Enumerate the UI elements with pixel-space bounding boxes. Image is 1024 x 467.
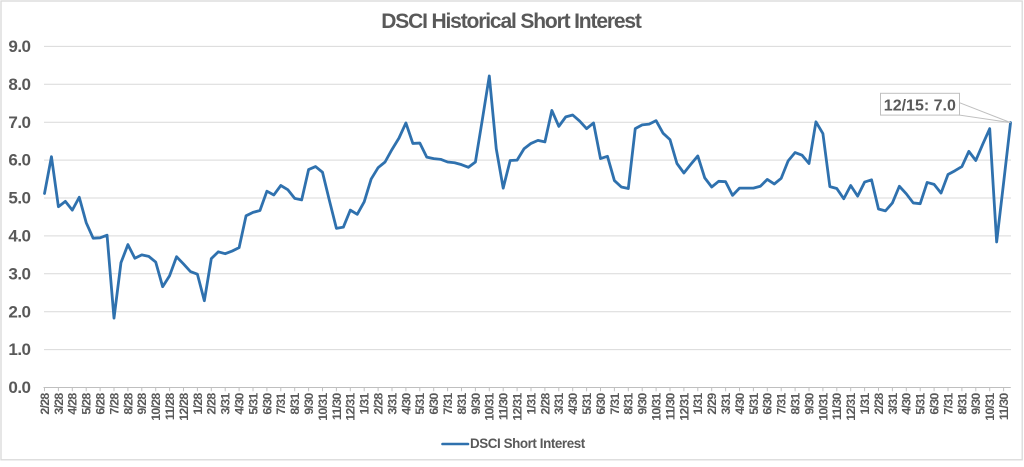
svg-text:5/31: 5/31 [747,393,761,415]
svg-text:12/28: 12/28 [177,393,191,421]
svg-text:7/31: 7/31 [274,393,288,415]
svg-text:1/31: 1/31 [358,393,372,415]
svg-text:DSCI Short Interest: DSCI Short Interest [470,436,586,451]
svg-text:3/31: 3/31 [886,393,900,415]
svg-text:9/30: 9/30 [802,393,816,415]
svg-text:8/31: 8/31 [955,393,969,415]
svg-text:8/31: 8/31 [455,393,469,415]
svg-text:6/30: 6/30 [427,393,441,415]
svg-text:2/28: 2/28 [372,393,386,415]
svg-text:12/15: 7.0: 12/15: 7.0 [884,97,956,114]
svg-text:3/31: 3/31 [552,393,566,415]
svg-text:6/30: 6/30 [928,393,942,415]
svg-text:12/31: 12/31 [677,393,691,421]
svg-text:8/31: 8/31 [789,393,803,415]
svg-text:11/28: 11/28 [163,393,177,420]
svg-text:5.0: 5.0 [8,189,30,208]
svg-text:1/31: 1/31 [858,393,872,415]
svg-text:1/31: 1/31 [691,393,705,415]
svg-text:9.0: 9.0 [8,37,30,56]
svg-text:11/30: 11/30 [830,393,844,420]
svg-text:11/30: 11/30 [497,393,511,420]
svg-text:8/28: 8/28 [121,393,135,415]
svg-text:2/28: 2/28 [205,393,219,415]
svg-text:3/31: 3/31 [385,393,399,415]
svg-text:6/30: 6/30 [761,393,775,415]
svg-text:7/31: 7/31 [941,393,955,415]
svg-text:8.0: 8.0 [8,75,30,94]
svg-text:8/31: 8/31 [288,393,302,415]
svg-text:7/31: 7/31 [441,393,455,415]
svg-text:11/30: 11/30 [663,393,677,420]
svg-text:2/28: 2/28 [872,393,886,415]
svg-text:9/28: 9/28 [135,393,149,415]
svg-text:6/30: 6/30 [260,393,274,415]
svg-text:1/28: 1/28 [191,393,205,415]
svg-text:3/31: 3/31 [219,393,233,415]
svg-text:9/30: 9/30 [969,393,983,415]
svg-text:8/31: 8/31 [622,393,636,415]
svg-text:4/30: 4/30 [900,393,914,415]
svg-text:9/30: 9/30 [636,393,650,415]
svg-text:4/30: 4/30 [733,393,747,415]
svg-text:10/31: 10/31 [983,393,997,421]
svg-text:4/28: 4/28 [66,393,80,415]
svg-text:9/30: 9/30 [469,393,483,415]
svg-text:3/28: 3/28 [52,393,66,415]
svg-text:5/31: 5/31 [246,393,260,415]
svg-text:11/30: 11/30 [997,393,1011,420]
svg-text:7/28: 7/28 [107,393,121,415]
svg-text:5/28: 5/28 [80,393,94,415]
svg-text:5/31: 5/31 [413,393,427,415]
svg-text:7/31: 7/31 [775,393,789,415]
svg-text:6/28: 6/28 [94,393,108,415]
svg-text:12/31: 12/31 [344,393,358,421]
svg-text:2/28: 2/28 [38,393,52,415]
svg-text:3/31: 3/31 [719,393,733,415]
svg-text:10/31: 10/31 [816,393,830,421]
svg-text:4/30: 4/30 [399,393,413,415]
svg-text:11/30: 11/30 [330,393,344,420]
svg-text:5/31: 5/31 [580,393,594,415]
svg-text:2/29: 2/29 [705,393,719,415]
svg-text:7/31: 7/31 [608,393,622,415]
svg-text:2.0: 2.0 [8,302,30,321]
svg-text:9/30: 9/30 [302,393,316,415]
svg-text:1.0: 1.0 [8,340,30,359]
svg-text:10/31: 10/31 [316,393,330,421]
svg-text:5/31: 5/31 [914,393,928,415]
svg-text:12/31: 12/31 [844,393,858,421]
svg-text:DSCI Historical Short Interest: DSCI Historical Short Interest [381,10,642,33]
svg-text:4/30: 4/30 [566,393,580,415]
svg-text:12/31: 12/31 [511,393,525,421]
svg-text:4.0: 4.0 [8,227,30,246]
svg-text:2/28: 2/28 [538,393,552,415]
svg-text:4/30: 4/30 [233,393,247,415]
svg-text:10/28: 10/28 [149,393,163,421]
svg-text:0.0: 0.0 [8,378,30,397]
svg-text:7.0: 7.0 [8,113,30,132]
svg-text:10/31: 10/31 [483,393,497,421]
svg-text:6/30: 6/30 [594,393,608,415]
svg-text:10/31: 10/31 [650,393,664,421]
svg-text:6.0: 6.0 [8,151,30,170]
svg-text:3.0: 3.0 [8,264,30,283]
svg-text:1/31: 1/31 [524,393,538,415]
